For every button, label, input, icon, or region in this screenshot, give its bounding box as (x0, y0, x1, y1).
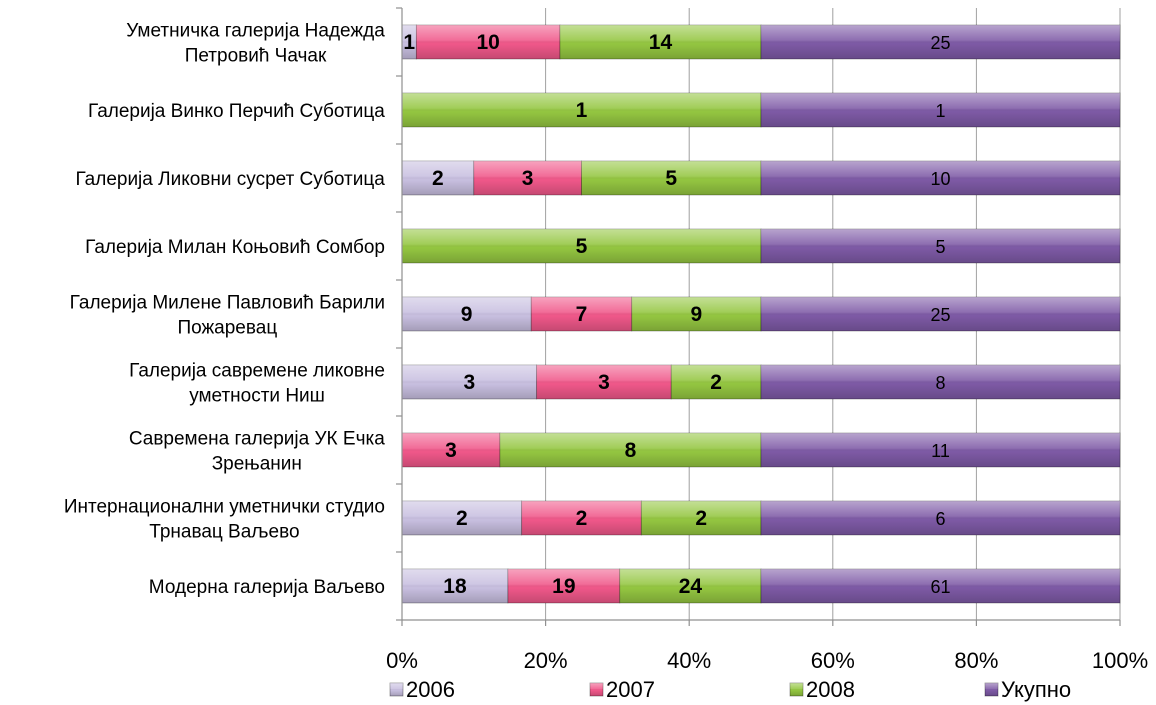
legend-label: 2006 (406, 677, 455, 702)
data-label: 25 (930, 305, 950, 325)
bar-segment-shine (761, 25, 1120, 59)
bar-segment-shine (631, 297, 761, 331)
bar-segment-shine (536, 365, 672, 399)
data-label: 1 (935, 101, 945, 121)
category-labels: Уметничка галерија Надежда Петровић Чачак… (64, 21, 385, 599)
bar-segment-shine (499, 433, 761, 467)
bar-segment-shine (761, 365, 1120, 399)
data-label: 7 (576, 303, 588, 326)
category-label: Галерија Милан Коњовић Сомбор (85, 237, 385, 258)
data-label: 3 (522, 167, 534, 190)
bar-segment-shine (761, 501, 1120, 535)
data-label: 1 (576, 99, 588, 122)
data-label: 10 (476, 31, 499, 54)
bar-segment-shine (402, 93, 761, 127)
category-label: Уметничка галерија Надежда Петровић Чачак (126, 21, 385, 67)
legend-swatch-shine (590, 683, 603, 696)
bar-segment-shine (761, 569, 1120, 603)
bar-segment-shine (581, 161, 761, 195)
axes (396, 7, 1121, 626)
bar-segment-shine (402, 433, 500, 467)
data-label: 2 (456, 507, 468, 530)
bar-segment-shine (761, 433, 1120, 467)
bar-segment-shine (761, 229, 1120, 263)
category-label: Модерна галерија Ваљево (149, 577, 385, 598)
data-label: 11 (931, 441, 950, 461)
legend-label: 2008 (806, 677, 855, 702)
data-label: 5 (576, 235, 588, 258)
data-label: 2 (576, 507, 588, 530)
data-label: 61 (930, 577, 950, 597)
bar-segment-shine (402, 297, 532, 331)
category-label: Галерија Винко Перчић Суботица (88, 101, 385, 122)
data-label: 6 (935, 509, 945, 529)
bar-segment-shine (531, 297, 632, 331)
x-tick-label: 0% (386, 648, 418, 673)
bar-segment-shine (402, 501, 522, 535)
data-label: 3 (463, 371, 475, 394)
bar-segment-shine (761, 161, 1120, 195)
bar-segment-shine (619, 569, 761, 603)
bar-segment-shine (641, 501, 761, 535)
bar-segment-shine (402, 161, 474, 195)
category-label: Савремена галерија УК Ечка Зрењанин (129, 429, 385, 475)
bar-segment-shine (402, 365, 537, 399)
x-tick-label: 40% (667, 648, 711, 673)
bar-segment-shine (761, 93, 1120, 127)
data-label: 2 (695, 507, 707, 530)
category-label: Интернационални уметнички студио Трнавац … (64, 497, 385, 543)
bar-segment-shine (416, 25, 560, 59)
data-label: 24 (679, 575, 703, 598)
data-label: 18 (443, 575, 467, 598)
data-label: 3 (598, 371, 610, 394)
category-label: Галерија савремене ликовне уметности Ниш (129, 361, 385, 407)
legend-label: 2007 (606, 677, 655, 702)
bar-segment-shine (473, 161, 582, 195)
bar-segment-shine (402, 25, 417, 59)
data-label: 8 (625, 439, 637, 462)
bar-segment-shine (761, 297, 1120, 331)
legend-swatch-shine (985, 683, 998, 696)
data-label: 14 (649, 31, 673, 54)
x-tick-label: 80% (954, 648, 998, 673)
data-label: 25 (930, 33, 950, 53)
bar-segment-shine (402, 229, 761, 263)
category-label: Галерија Милене Павловић Барили Пожаревац (70, 293, 385, 339)
x-tick-label: 20% (524, 648, 568, 673)
data-label: 2 (710, 371, 722, 394)
bar-segment-shine (521, 501, 642, 535)
data-label: 1 (403, 31, 415, 54)
bar-segment-shine (507, 569, 620, 603)
legend-label: Укупно (1001, 677, 1071, 702)
data-label: 2 (432, 167, 444, 190)
x-tick-label: 100% (1092, 648, 1148, 673)
x-tick-label: 60% (811, 648, 855, 673)
data-label: 10 (930, 169, 950, 189)
bar-segment-shine (559, 25, 761, 59)
data-label: 19 (552, 575, 575, 598)
legend-swatch-shine (790, 683, 803, 696)
x-tick-labels: 0% 20% 40% 60% 80% 100% (386, 648, 1148, 673)
data-label: 5 (665, 167, 677, 190)
data-label: 9 (461, 303, 473, 326)
bars: 1 10 14 251 12 3 5 105 59 7 9 253 3 2 83 8 112 2 2 618 19 24 6… (401, 24, 1121, 604)
bar-segment-shine (671, 365, 761, 399)
data-label: 5 (935, 237, 945, 257)
data-label: 8 (935, 373, 945, 393)
data-label: 3 (445, 439, 457, 462)
category-label: Галерија Ликовни сусрет Суботица (75, 169, 385, 190)
bar-segment-shine (402, 569, 508, 603)
data-label: 9 (691, 303, 703, 326)
legend-swatch-shine (390, 683, 403, 696)
legend: 2006 2007 2008 Укупно (389, 677, 1071, 702)
